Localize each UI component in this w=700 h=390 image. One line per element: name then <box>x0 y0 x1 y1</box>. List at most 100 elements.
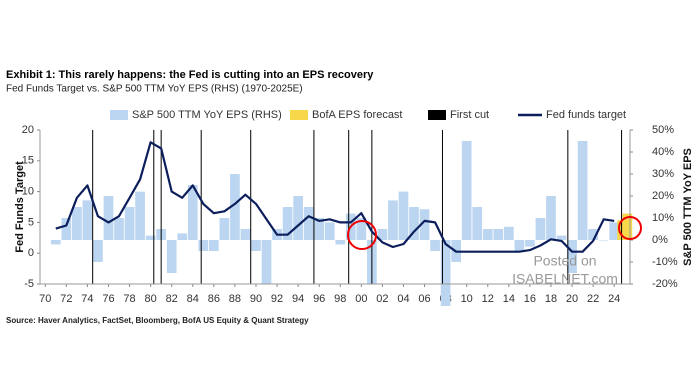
x-tick-label: 16 <box>524 293 536 305</box>
x-tick-label: 06 <box>418 293 430 305</box>
eps-bar <box>82 200 93 240</box>
legend-label: BofA EPS forecast <box>312 109 403 121</box>
highlight-circle <box>347 220 377 250</box>
eps-bar <box>598 240 609 241</box>
eps-bar <box>472 207 483 240</box>
eps-bar <box>482 229 493 240</box>
eps-bar <box>577 141 588 240</box>
y-tick-label: -5 <box>24 278 34 290</box>
y2-tick-label: -20% <box>652 278 678 290</box>
x-tick-label: 90 <box>250 293 262 305</box>
x-tick-label: 18 <box>545 293 557 305</box>
eps-bar <box>198 240 209 251</box>
y-tick-label: 5 <box>28 216 34 228</box>
eps-bar <box>617 220 627 240</box>
x-tick-label: 10 <box>461 293 473 305</box>
eps-bar <box>409 207 419 240</box>
eps-bar <box>251 240 261 251</box>
eps-bar <box>187 185 198 240</box>
eps-bar <box>50 240 61 245</box>
watermark: Posted on <box>533 253 596 269</box>
y-tick-label: 15 <box>22 155 34 167</box>
x-tick-label: 14 <box>503 293 515 305</box>
legend-label: S&P 500 TTM YoY EPS (RHS) <box>132 109 282 121</box>
x-tick-label: 82 <box>166 293 178 305</box>
eps-bar <box>461 141 472 240</box>
x-tick-label: 94 <box>292 293 304 305</box>
eps-bar <box>588 229 598 240</box>
x-tick-label: 98 <box>334 293 346 305</box>
y2-tick-label: -10% <box>652 256 678 268</box>
eps-bar <box>219 218 230 240</box>
x-tick-label: 96 <box>313 293 325 305</box>
eps-bar <box>622 213 633 240</box>
eps-bar <box>388 200 398 240</box>
eps-bar <box>398 191 409 240</box>
eps-bar <box>282 207 293 240</box>
chart-subtitle: Fed Funds Target vs. S&P 500 TTM YoY EPS… <box>6 84 303 95</box>
eps-bar <box>208 240 219 251</box>
eps-bar <box>145 235 156 240</box>
y2-tick-label: 10% <box>652 212 674 224</box>
eps-bar <box>546 196 556 240</box>
eps-bar <box>609 222 620 240</box>
source-note: Source: Haver Analytics, FactSet, Bloomb… <box>6 316 309 325</box>
legend-swatch <box>290 110 308 120</box>
eps-bar <box>135 191 145 240</box>
eps-bar <box>124 207 135 240</box>
eps-bar <box>419 209 430 240</box>
eps-bar <box>293 196 303 240</box>
eps-bar <box>166 240 177 273</box>
highlight-circle <box>618 216 642 240</box>
x-tick-label: 70 <box>39 293 51 305</box>
eps-bar <box>177 233 188 240</box>
x-tick-label: 00 <box>355 293 367 305</box>
eps-bar <box>303 207 314 240</box>
eps-bar <box>72 207 82 240</box>
eps-bar <box>324 222 335 240</box>
plot-area: -5 0 5 10 15 20 -20% -10% 0% 10% 20% 30% 40% 50% 70 72 7… <box>22 124 678 306</box>
eps-bar <box>430 240 440 251</box>
eps-bar <box>314 218 325 240</box>
x-tick-label: 92 <box>271 293 283 305</box>
x-tick-label: 78 <box>123 293 135 305</box>
eps-bar <box>114 218 124 240</box>
x-tick-label: 76 <box>102 293 114 305</box>
eps-bar <box>535 218 546 240</box>
y2-tick-label: 20% <box>652 190 674 202</box>
x-tick-label: 02 <box>376 293 388 305</box>
y2-tick-label: 40% <box>652 146 674 158</box>
legend-swatch <box>428 110 446 120</box>
legend-label: Fed funds target <box>546 109 626 121</box>
x-tick-label: 80 <box>145 293 157 305</box>
eps-bar <box>503 226 514 240</box>
y2-tick-label: 30% <box>652 168 674 180</box>
eps-bar <box>103 196 114 240</box>
y2-axis-title: S&P 500 TTM YoY EPS <box>682 148 694 266</box>
eps-bar <box>240 229 251 240</box>
eps-bar <box>356 218 367 240</box>
eps-bar <box>567 240 577 273</box>
x-tick-label: 22 <box>587 293 599 305</box>
eps-bar <box>556 235 567 240</box>
eps-bar <box>230 174 240 240</box>
y-tick-label: 0 <box>28 247 34 259</box>
eps-bar <box>514 240 525 251</box>
fed-funds-line <box>55 141 615 253</box>
eps-bar <box>525 240 535 247</box>
chart-title: Exhibit 1: This rarely happens: the Fed … <box>6 69 374 81</box>
x-tick-label: 88 <box>229 293 241 305</box>
eps-bar <box>261 240 272 284</box>
eps-bar <box>377 229 388 240</box>
eps-bar <box>335 240 346 245</box>
eps-bar <box>440 240 451 306</box>
legend-label: First cut <box>450 109 489 121</box>
y-tick-label: 10 <box>22 186 34 198</box>
x-tick-label: 20 <box>566 293 578 305</box>
y2-tick-label: 50% <box>652 124 674 136</box>
eps-bar <box>93 240 103 262</box>
x-tick-label: 12 <box>482 293 494 305</box>
eps-bar <box>493 229 504 240</box>
y-tick-label: 20 <box>22 124 34 136</box>
